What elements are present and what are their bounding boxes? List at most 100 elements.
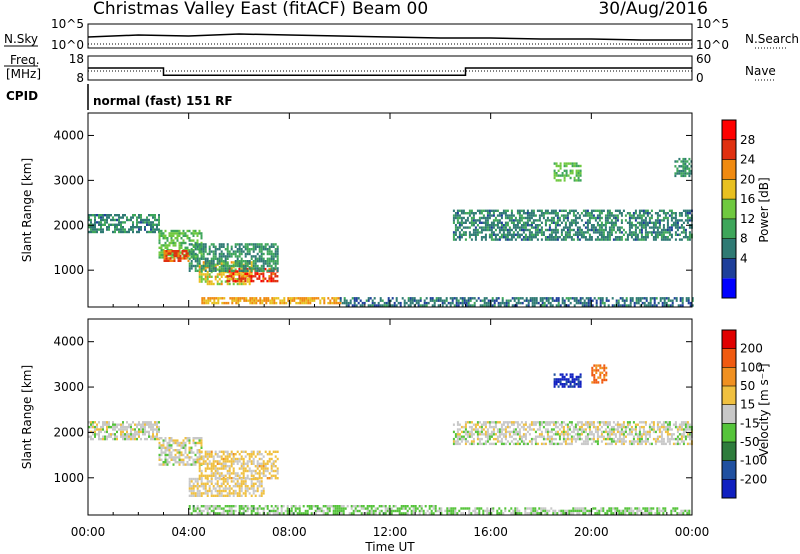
power-cell [258, 272, 261, 276]
velocity-cell [190, 492, 193, 495]
power-cell [452, 233, 455, 236]
velocity-cell [622, 442, 625, 446]
power-cell [530, 236, 533, 239]
velocity-cell [90, 421, 92, 424]
velocity-cell [94, 430, 96, 434]
power-cell [536, 228, 539, 232]
power-cell [232, 275, 235, 278]
velocity-cell [530, 428, 533, 431]
power-cell [510, 228, 513, 232]
power-cell [250, 279, 253, 283]
velocity-cell [188, 456, 191, 459]
velocity-cell [232, 509, 235, 513]
power-cell [610, 228, 613, 232]
velocity-cell [572, 425, 575, 429]
power-cell [668, 228, 671, 232]
power-cell [569, 176, 572, 180]
velocity-cell [660, 440, 663, 443]
velocity-cell [524, 509, 527, 513]
velocity-cell [570, 440, 573, 443]
velocity-cell [588, 425, 591, 429]
power-cell [593, 297, 596, 300]
power-cell [196, 232, 199, 235]
power-cell [460, 233, 463, 236]
power-cell [148, 230, 150, 234]
power-cell [532, 226, 535, 229]
velocity-cell [290, 505, 293, 508]
power-cell [596, 228, 599, 232]
power-cell [183, 257, 186, 260]
power-cell [212, 262, 215, 265]
velocity-cell [618, 437, 621, 441]
velocity-cell [606, 437, 609, 441]
power-cell [548, 212, 551, 215]
velocity-cell [626, 425, 629, 429]
velocity-cell [244, 494, 247, 497]
power-cell [176, 237, 179, 240]
velocity-cell [366, 509, 369, 513]
velocity-cell [190, 512, 193, 515]
velocity-cell [514, 433, 517, 436]
velocity-cell [488, 509, 491, 513]
power-cell [435, 297, 438, 300]
velocity-cell [580, 430, 583, 434]
velocity-cell [192, 439, 195, 442]
velocity-cell [214, 453, 217, 456]
power-cell [682, 157, 685, 161]
power-cell [179, 259, 182, 262]
power-cell [553, 176, 556, 180]
velocity-cell [648, 509, 651, 513]
velocity-cell [310, 512, 313, 515]
velocity-cell [484, 442, 487, 446]
velocity-cell [462, 425, 465, 429]
power-cell [458, 231, 461, 234]
velocity-cell [96, 425, 98, 429]
velocity-cell [256, 512, 259, 515]
velocity-cell [660, 433, 663, 436]
power-cell [691, 299, 694, 302]
velocity-cell [488, 423, 491, 426]
power-cell [548, 236, 551, 239]
velocity-cell [560, 442, 563, 446]
velocity-cell [662, 421, 665, 424]
power-cell [516, 233, 519, 236]
power-cell [676, 221, 679, 224]
power-cell [614, 216, 617, 220]
power-cell [264, 262, 267, 265]
power-cell [569, 301, 572, 305]
velocity-cell [500, 509, 503, 513]
power-cell [607, 299, 610, 302]
power-cell [179, 257, 182, 260]
velocity-cell [180, 458, 183, 461]
velocity-cell [676, 512, 679, 515]
velocity-cell [534, 437, 537, 441]
velocity-cell [132, 437, 134, 441]
velocity-cell [212, 485, 215, 488]
power-cell [124, 214, 126, 217]
velocity-cell [534, 509, 537, 513]
power-cell [518, 236, 521, 239]
power-cell [517, 299, 520, 302]
power-cell [260, 267, 263, 270]
velocity-cell [586, 509, 589, 513]
velocity-cell [626, 421, 629, 424]
velocity-cell [418, 512, 421, 515]
velocity-cell [534, 442, 537, 446]
velocity-cell [362, 512, 365, 515]
power-cell [466, 216, 469, 220]
velocity-cell [666, 433, 669, 436]
velocity-cell [94, 435, 96, 438]
velocity-cell [574, 509, 577, 513]
power-cell [631, 299, 634, 302]
velocity-cell [144, 425, 146, 429]
power-cell [276, 255, 279, 258]
velocity-cell [130, 428, 132, 431]
power-cell [564, 209, 567, 212]
power-cell [576, 226, 579, 229]
power-cell [124, 230, 126, 234]
velocity-cell [252, 453, 255, 456]
cpid-label: CPID [6, 89, 38, 103]
power-cell [608, 226, 611, 229]
power-cell [213, 301, 216, 305]
power-cell [218, 273, 221, 276]
